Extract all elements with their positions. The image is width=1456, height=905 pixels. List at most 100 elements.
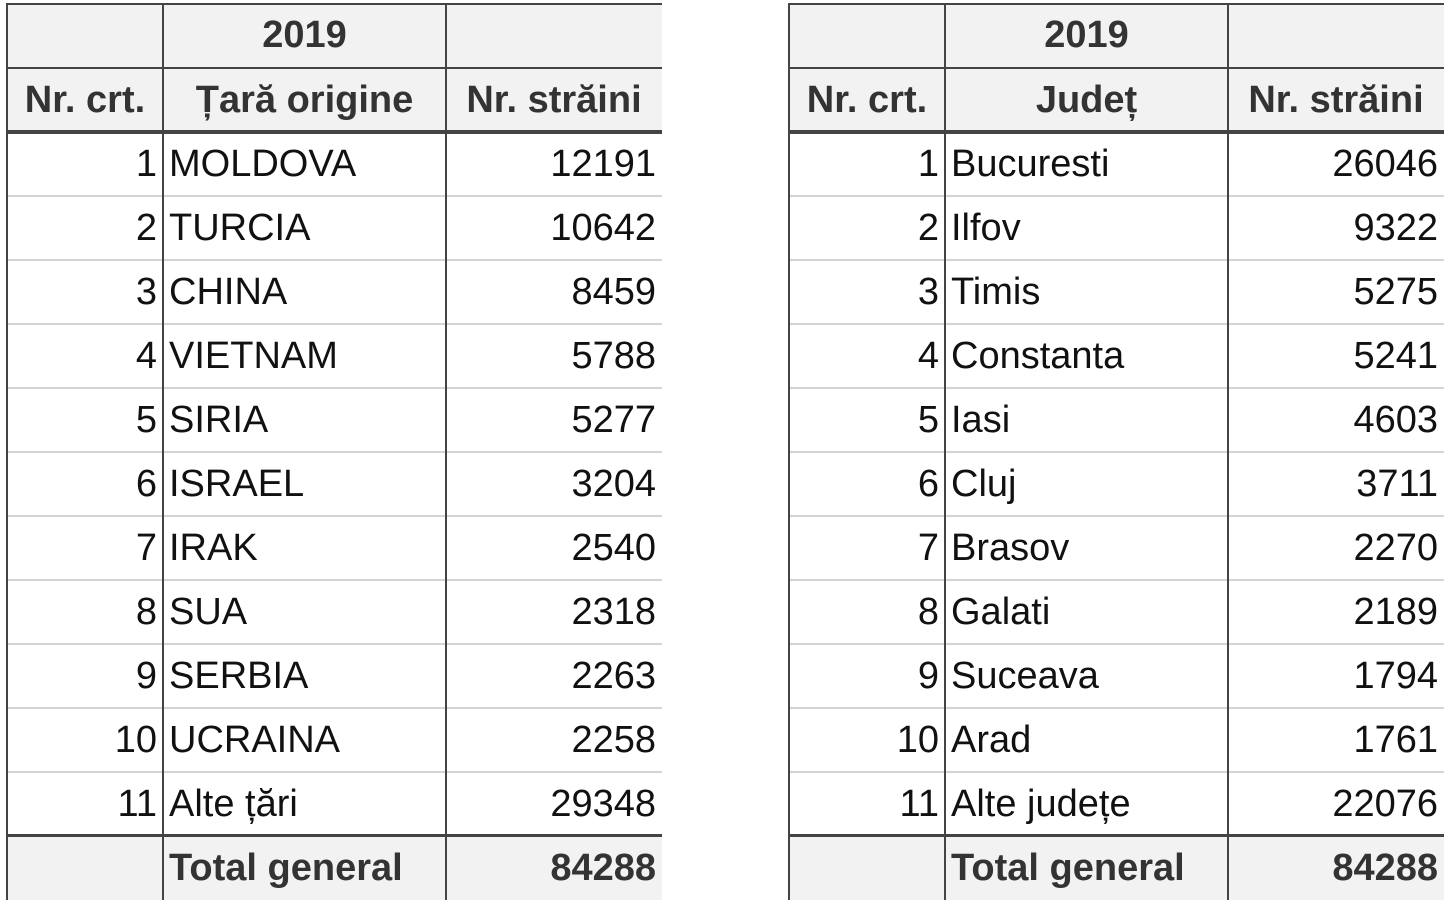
row-name: Alte județe [951,783,1131,825]
border-line [7,579,662,581]
row-name: UCRAINA [169,719,341,761]
border-line [789,579,1444,581]
row-value: 2263 [571,655,656,697]
header-cell [789,3,945,68]
row-number: 8 [135,591,157,633]
total-value: 84288 [446,836,662,900]
row-number: 1 [917,143,939,185]
total-value: 84288 [1228,836,1444,900]
row-number: 8 [917,591,939,633]
row-number: 4 [917,335,939,377]
row-name: VIETNAM [169,335,338,377]
row-value: 4603 [1353,399,1438,441]
row-name: SIRIA [169,399,269,441]
row-number: 10 [896,719,939,761]
row-number: 5 [135,399,157,441]
total-blank [789,836,945,900]
row-value: 5241 [1353,335,1438,377]
column-header: Nr. crt. [789,68,945,132]
row-number: 6 [135,463,157,505]
row-name: Cluj [951,463,1017,505]
border-line [789,3,1444,5]
border-line [7,3,662,5]
border-line [944,3,946,900]
row-value: 1761 [1353,719,1438,761]
column-header: Țară origine [163,68,446,132]
column-header: Nr. crt. [7,68,163,132]
border-line [789,834,1444,837]
row-name: SERBIA [169,655,309,697]
border-line [789,130,1444,134]
row-value: 2189 [1353,591,1438,633]
row-value: 2540 [571,527,656,569]
row-name: Galati [951,591,1051,633]
border-line [7,67,662,69]
row-number: 11 [117,783,157,825]
border-line [162,3,164,900]
header-cell: 2019 [163,3,446,68]
row-value: 9322 [1353,207,1438,249]
border-line [789,323,1444,325]
total-label: Total general [163,836,446,900]
border-line [789,195,1444,197]
border-line [789,67,1444,69]
row-name: Constanta [951,335,1125,377]
row-number: 11 [899,783,939,825]
row-number: 6 [917,463,939,505]
border-line [7,643,662,645]
row-value: 5275 [1353,271,1438,313]
row-value: 5788 [571,335,656,377]
border-line [789,515,1444,517]
row-name: MOLDOVA [169,143,357,185]
header-cell [1228,3,1444,68]
row-number: 10 [114,719,157,761]
border-line [789,387,1444,389]
border-line [1227,3,1229,900]
row-number: 2 [917,207,939,249]
row-name: Ilfov [951,207,1021,249]
row-value: 3711 [1356,463,1438,505]
border-line [7,195,662,197]
row-name: Suceava [951,655,1099,697]
row-number: 2 [135,207,157,249]
row-value: 26046 [1332,143,1438,185]
total-blank [7,836,163,900]
border-line [7,515,662,517]
row-name: Timis [951,271,1041,313]
row-number: 7 [917,527,939,569]
border-line [789,707,1444,709]
row-value: 2258 [571,719,656,761]
row-name: Alte țări [169,783,298,825]
column-header: Nr. străini [446,68,662,132]
border-line [445,3,447,900]
row-number: 1 [135,143,157,185]
row-name: CHINA [169,271,288,313]
row-name: TURCIA [169,207,311,249]
row-number: 3 [917,271,939,313]
row-value: 8459 [571,271,656,313]
border-line [7,771,662,773]
border-line [7,323,662,325]
border-line [7,451,662,453]
border-line [789,259,1444,261]
row-name: Brasov [951,527,1070,569]
border-line [789,451,1444,453]
border-line [7,259,662,261]
total-label: Total general [945,836,1228,900]
border-line [788,3,790,900]
row-value: 22076 [1332,783,1438,825]
border-line [7,130,662,134]
column-header: Județ [945,68,1228,132]
row-name: IRAK [169,527,258,569]
row-name: ISRAEL [169,463,305,505]
row-value: 2318 [571,591,656,633]
row-name: SUA [169,591,248,633]
row-value: 1794 [1353,655,1438,697]
border-line [7,387,662,389]
header-cell [7,3,163,68]
border-line [7,707,662,709]
column-header: Nr. străini [1228,68,1444,132]
header-cell [446,3,662,68]
row-value: 5277 [571,399,656,441]
